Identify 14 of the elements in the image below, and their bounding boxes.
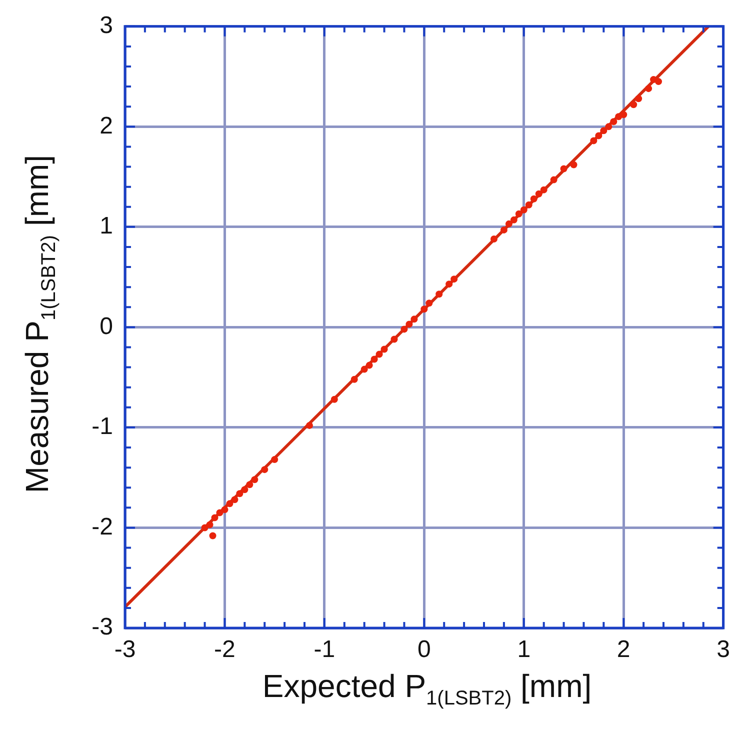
x-tick-label: 3 xyxy=(716,636,730,664)
y-tick-label: -3 xyxy=(92,614,113,641)
x-tick-label: 1 xyxy=(517,636,531,664)
x-tick-label: -1 xyxy=(314,636,336,664)
y-tick-label: -1 xyxy=(92,413,113,440)
y-tick-label: 0 xyxy=(100,312,113,340)
x-tick-label: 0 xyxy=(417,636,431,664)
x-axis-title: Expected P$_{1(LSBT2)}$ [mm] xyxy=(261,668,593,710)
y-tick-label: 1 xyxy=(100,212,113,240)
y-tick-label: 2 xyxy=(100,112,113,140)
x-tick-label: -2 xyxy=(214,636,236,664)
y-tick-label: 3 xyxy=(100,12,113,40)
y-tick-label: -2 xyxy=(92,513,113,540)
x-tick-label: 2 xyxy=(616,636,630,664)
